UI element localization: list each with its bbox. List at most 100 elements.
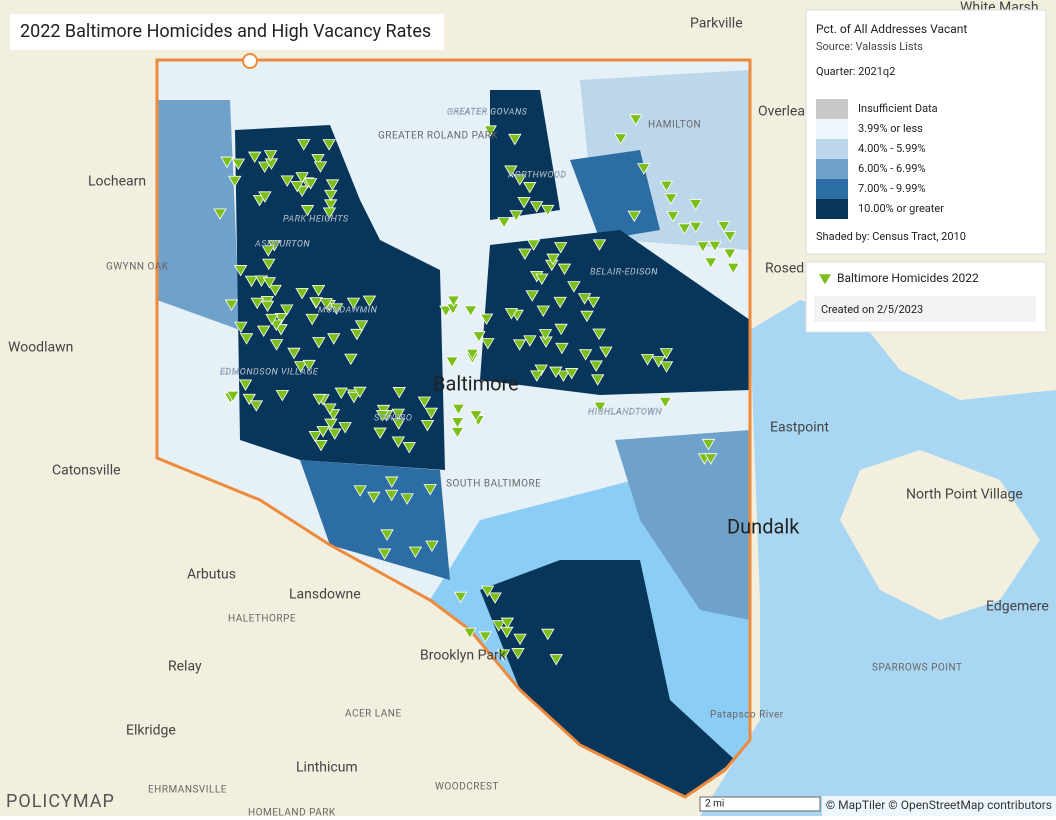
place-label: Parkville [690, 16, 743, 32]
attribution-background [822, 796, 1056, 816]
homicide-marker [513, 633, 527, 646]
homicide-marker [322, 139, 336, 151]
homicide-marker [287, 347, 301, 360]
place-label: Lansdowne [289, 587, 361, 603]
homicide-marker [420, 419, 435, 432]
homicide-marker [557, 263, 572, 276]
homicide-marker [546, 253, 560, 266]
neighborhood-label: SOWEBO [374, 413, 412, 423]
homicide-marker [350, 328, 364, 341]
homicide-marker [239, 333, 254, 345]
place-label: Brooklyn Park [420, 648, 507, 664]
homicide-marker [717, 221, 731, 233]
homicide-marker [312, 393, 326, 406]
homicide-marker [354, 320, 369, 332]
homicide-markers [213, 114, 740, 666]
legend-source: Source: Valassis Lists [816, 40, 923, 53]
homicide-marker [347, 391, 361, 404]
homicide-marker [334, 387, 348, 400]
homicide-marker [263, 150, 278, 162]
homicide-marker [224, 299, 239, 311]
legend-swatch [816, 199, 848, 219]
neighborhood-label: HAMILTON [648, 120, 701, 131]
neighborhood-label: BELAIR-EDISON [590, 267, 658, 277]
place-label: EHRMANSVILLE [148, 785, 227, 796]
place-label: Dundalk [727, 514, 800, 538]
legend-swatch [816, 179, 848, 199]
homicide-marker [391, 418, 406, 430]
boundary-handle[interactable] [242, 53, 258, 69]
homicide-marker [268, 284, 282, 297]
homicide-marker [248, 151, 262, 164]
homicide-marker [260, 300, 275, 313]
homicide-marker [439, 305, 453, 318]
homicide-marker [445, 356, 459, 369]
homicide-marker [233, 265, 248, 277]
tract-area [235, 125, 445, 470]
neighborhood-label: GREATER GOVANS [447, 107, 528, 117]
homicide-marker [529, 201, 544, 213]
legend-label: 10.00% or greater [858, 202, 944, 215]
homicide-marker [322, 207, 337, 219]
homicide-marker [353, 485, 367, 497]
homicide-marker [483, 125, 497, 137]
homicide-marker [464, 305, 478, 317]
homicide-marker [451, 403, 466, 416]
homicide-marker [689, 221, 703, 234]
homicide-marker [688, 199, 703, 211]
homicide-marker [256, 325, 271, 337]
homicide-marker [384, 489, 399, 502]
homicide-marker [305, 313, 319, 326]
logo[interactable]: POLICYMAP [6, 791, 115, 812]
homicide-marker [312, 337, 326, 349]
place-label: Relay [168, 659, 202, 675]
homicide-marker [469, 410, 483, 422]
homicide-marker [327, 333, 341, 345]
homicide-marker [367, 491, 381, 504]
legend-marker [819, 274, 831, 285]
points-legend-label: Baltimore Homicides 2022 [837, 271, 979, 285]
homicide-marker [664, 193, 678, 205]
homicide-marker [392, 387, 407, 399]
homicide-marker [509, 210, 523, 222]
homicide-marker [627, 210, 641, 223]
place-label: SPARROWS POINT [872, 663, 962, 674]
homicide-marker [517, 196, 531, 209]
homicide-marker [249, 400, 264, 412]
homicide-marker [472, 331, 486, 343]
homicide-marker [556, 370, 571, 382]
homicide-marker [592, 328, 606, 340]
homicide-marker [518, 248, 532, 260]
homicide-marker [380, 529, 394, 541]
homicide-marker [308, 430, 322, 443]
legend-quarter: Quarter: 2021q2 [816, 65, 895, 78]
homicide-marker [488, 592, 502, 604]
homicide-marker [309, 297, 324, 309]
homicide-marker [274, 312, 288, 325]
homicide-marker [580, 310, 594, 323]
homicide-marker [463, 627, 477, 640]
tract-area [490, 90, 560, 220]
homicide-marker [525, 290, 539, 302]
homicide-marker [578, 349, 593, 361]
legend-label: Insufficient Data [858, 102, 938, 115]
homicide-marker [708, 240, 722, 253]
homicide-marker [325, 179, 340, 191]
place-label: Edgemere [986, 599, 1049, 615]
homicide-marker [593, 401, 607, 414]
homicide-marker [504, 308, 519, 320]
tract-area [480, 230, 750, 395]
homicide-marker [324, 189, 338, 202]
city-boundary [155, 58, 752, 799]
homicide-marker [319, 298, 333, 310]
homicide-marker [344, 353, 358, 366]
homicide-marker [262, 258, 276, 271]
homicide-marker [453, 591, 468, 604]
homicide-marker [257, 161, 272, 174]
legend-label: 4.00% - 5.99% [858, 142, 926, 155]
legend-shaded-by: Shaded by: Census Tract, 2010 [816, 230, 966, 243]
homicide-marker [446, 295, 461, 307]
legend-label: 3.99% or less [858, 122, 923, 135]
scale-bar [699, 796, 821, 812]
place-label: Eastpoint [770, 420, 829, 436]
